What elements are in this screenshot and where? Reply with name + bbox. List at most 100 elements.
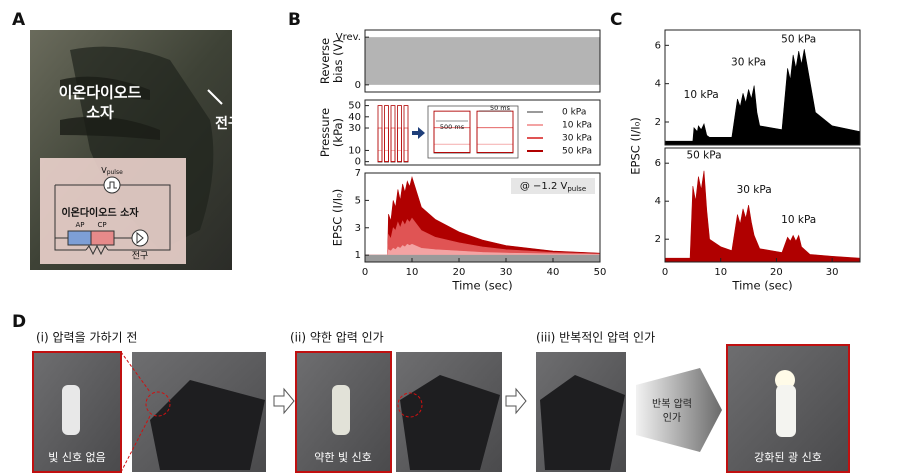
cp-label: CP (97, 221, 106, 229)
step-caption: (iii) 반복적인 압력 인가 (536, 331, 655, 345)
x-axis-label: Time (sec) (731, 279, 792, 293)
zoom-inset (427, 105, 519, 159)
pulse-glyph (107, 181, 117, 189)
panel-label: C (610, 10, 622, 30)
y-tick-label: 2 (655, 234, 661, 245)
x-tick-label: 10 (406, 267, 419, 278)
peak-label: 10 kPa (684, 89, 719, 101)
photo-label: 빛 신호 없음 (48, 451, 106, 464)
y-tick-label: 7 (355, 168, 361, 179)
plot (664, 170, 861, 263)
pressure-pulse (397, 127, 402, 163)
annotation: 50 ms (490, 104, 511, 112)
annotation-sub: pulse (567, 185, 586, 193)
photo-label: 약한 빛 신호 (314, 450, 372, 464)
y-axis-label: (kPa) (331, 118, 345, 147)
device-label: 이온다이오드 소자 (61, 206, 139, 219)
annotation-box (511, 178, 595, 194)
plot-frame (664, 147, 861, 263)
dim-line (436, 110, 511, 122)
y-tick-label: 5 (355, 195, 361, 206)
x-tick-label: 20 (770, 267, 783, 278)
x-tick-label: 40 (547, 267, 560, 278)
pressure-pulse (384, 105, 389, 163)
y-tick-label: 1 (355, 250, 361, 261)
panel-d: (i) 압력을 가하기 전 (ii) 약한 압력 인가 (iii) 반복적인 압… (32, 330, 850, 473)
source-label: Vpulse (101, 166, 123, 176)
bulb (131, 229, 149, 247)
epsc-trace (664, 170, 861, 263)
legend-label: 50 kPa (562, 147, 592, 157)
y-axis-label: bias (V) (331, 39, 345, 83)
fingers (60, 76, 160, 140)
y-axis-label: EPSC (I/I₀) (629, 117, 643, 174)
pressure-pulse (390, 105, 396, 163)
zoom-pulse (433, 110, 471, 153)
photo-label: 강화된 광 신호 (754, 451, 822, 464)
pressure-pulse (403, 150, 409, 163)
x-tick-label: 0 (662, 267, 668, 278)
peak-label: 30 kPa (731, 57, 766, 69)
hand-label: 이온다이오드 (59, 84, 142, 102)
pressure-pulse (390, 127, 396, 163)
peak-label: 50 kPa (686, 150, 721, 162)
pressure-pulse (390, 150, 396, 163)
x-tick-label: 0 (362, 267, 368, 278)
pressure-pulse (384, 127, 389, 163)
bulb-label: 전구 (215, 115, 241, 132)
x-tick-label: 10 (714, 267, 727, 278)
pressure-pulse (384, 150, 389, 163)
repeat-arrow (636, 368, 722, 452)
source (103, 176, 121, 194)
robot-hand (150, 380, 265, 470)
plot (365, 37, 600, 85)
plot-frame (364, 29, 601, 93)
bulb-glyph (136, 231, 144, 245)
y-axis-label: EPSC (I/I₀) (331, 189, 345, 246)
y-tick-label: 50 (348, 101, 361, 112)
robot-hand (400, 375, 500, 470)
device-cp (90, 230, 115, 246)
pressure-pulse (377, 127, 383, 163)
zoom-circle (397, 392, 423, 418)
wire (54, 184, 171, 251)
legend-label: 30 kPa (562, 134, 592, 144)
x-axis-label: Time (sec) (451, 279, 512, 293)
annotation: @ −1.2 Vpulse (520, 181, 586, 193)
device-photo (776, 385, 796, 437)
x-tick-label: 20 (453, 267, 466, 278)
y-tick-label: 4 (655, 196, 661, 207)
y-tick-label: 0 (355, 157, 361, 168)
bias-band (365, 37, 600, 85)
zoom-lines (120, 351, 151, 473)
y-tick-label: 10 (348, 145, 361, 156)
robot-hand (540, 375, 625, 470)
panel-label: A (12, 10, 26, 30)
y-tick-label: 6 (655, 158, 661, 169)
y-tick-label: 0 (355, 80, 361, 91)
arrow-label: 반복 압력 (652, 397, 692, 410)
plot-frame (664, 29, 861, 146)
y-tick-label: Vrev. (336, 32, 361, 43)
x-tick-label: 30 (826, 267, 839, 278)
y-tick-label: 3 (355, 223, 361, 234)
step-caption: (i) 압력을 가하기 전 (36, 331, 137, 345)
panel-label: B (288, 10, 301, 30)
y-axis-label: Reverse (318, 38, 332, 84)
x-tick-label: 30 (500, 267, 513, 278)
circuit-box (40, 158, 186, 264)
zoom-arrow (412, 127, 425, 139)
plot: 500 ms 50 ms 0 kPa 10 kPa 30 kPa 50 kPa (377, 104, 592, 163)
annotation-text: @ −1.2 V (520, 181, 568, 192)
epsc-trace (364, 254, 601, 263)
y-tick-label: 30 (348, 123, 361, 134)
pressure-pulse (377, 105, 383, 163)
hand-label: 소자 (86, 104, 114, 122)
y-axis-label: Pressure (318, 108, 332, 157)
pressure-pulse (397, 150, 402, 163)
annotation: 500 ms (440, 123, 465, 131)
plot-frame (364, 172, 601, 263)
device-ap (67, 230, 92, 246)
resistor (85, 244, 109, 256)
